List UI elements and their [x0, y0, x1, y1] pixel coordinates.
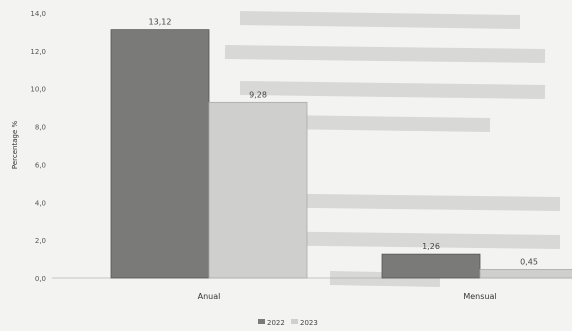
legend-label-2023: 2023: [300, 319, 318, 327]
bars-group: [110, 29, 572, 279]
y-tick-label: 10,0: [30, 86, 46, 94]
data-labels-group: 13,12 9,28 1,26 0,45: [149, 18, 538, 267]
y-tick-label: 8,0: [35, 124, 46, 132]
legend-swatch-2022: [258, 319, 265, 324]
bar-2022-mensual: [381, 253, 481, 279]
bar-2022-anual: [110, 29, 210, 279]
y-tick-label: 12,0: [30, 48, 46, 56]
legend-swatch-2023: [291, 319, 298, 324]
bar-2023-anual: [208, 101, 308, 279]
y-tick-label: 14,0: [30, 10, 46, 18]
legend-label-2022: 2022: [267, 319, 285, 327]
y-tick-label: 4,0: [35, 199, 46, 207]
y-axis-ticks: 0,0 2,0 4,0 6,0 8,0 10,0 12,0 14,0: [30, 10, 46, 283]
category-label-mensual: Mensual: [463, 292, 496, 301]
legend: 2022 2023: [258, 319, 318, 327]
y-tick-label: 2,0: [35, 237, 46, 245]
data-label-2023-anual: 9,28: [249, 90, 267, 99]
y-tick-label: 6,0: [35, 161, 46, 169]
bar-2023-mensual: [479, 269, 572, 279]
category-label-anual: Anual: [198, 292, 221, 301]
y-axis-label: Percentage %: [11, 121, 19, 170]
y-tick-label: 0,0: [35, 275, 46, 283]
data-label-2022-mensual: 1,26: [422, 242, 440, 251]
data-label-2023-mensual: 0,45: [520, 257, 538, 266]
data-label-2022-anual: 13,12: [149, 18, 172, 27]
